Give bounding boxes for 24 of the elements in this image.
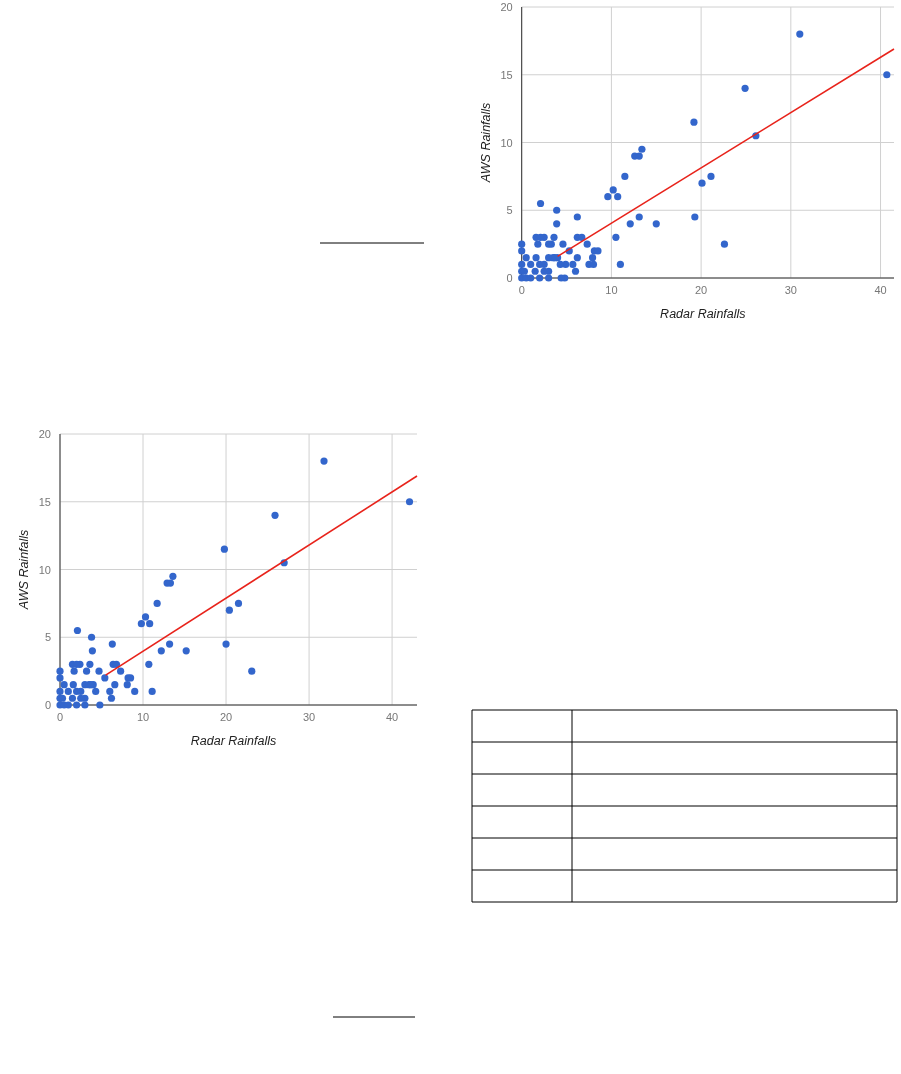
y-tick-label: 10 bbox=[38, 563, 51, 576]
y-tick-label: 15 bbox=[500, 68, 513, 81]
x-tick-label: 20 bbox=[695, 284, 708, 296]
y-axis-title: AWS Rainfalls bbox=[17, 529, 31, 611]
x-tick-label: 30 bbox=[302, 711, 316, 723]
x-tick-label: 10 bbox=[605, 284, 618, 296]
y-tick-label: 10 bbox=[500, 136, 513, 149]
x-tick-label: 40 bbox=[385, 711, 399, 723]
x-tick-label: 30 bbox=[784, 284, 797, 296]
y-tick-label: 20 bbox=[38, 428, 51, 440]
y-tick-label: 20 bbox=[500, 1, 513, 13]
y-tick-label: 5 bbox=[44, 631, 51, 644]
y-tick-label: 15 bbox=[38, 495, 51, 508]
x-tick-label: 40 bbox=[874, 284, 887, 296]
x-tick-label: 10 bbox=[136, 711, 150, 723]
x-tick-label: 0 bbox=[518, 284, 525, 296]
y-tick-label: 5 bbox=[506, 204, 513, 217]
x-tick-label: 20 bbox=[219, 711, 233, 723]
y-tick-label: 0 bbox=[506, 272, 513, 284]
y-axis-title: AWS Rainfalls bbox=[478, 102, 493, 184]
x-axis-title: Radar Rainfalls bbox=[190, 734, 277, 748]
y-tick-label: 0 bbox=[44, 699, 51, 711]
x-tick-label: 0 bbox=[56, 711, 64, 723]
x-axis-title: Radar Rainfalls bbox=[660, 307, 746, 321]
